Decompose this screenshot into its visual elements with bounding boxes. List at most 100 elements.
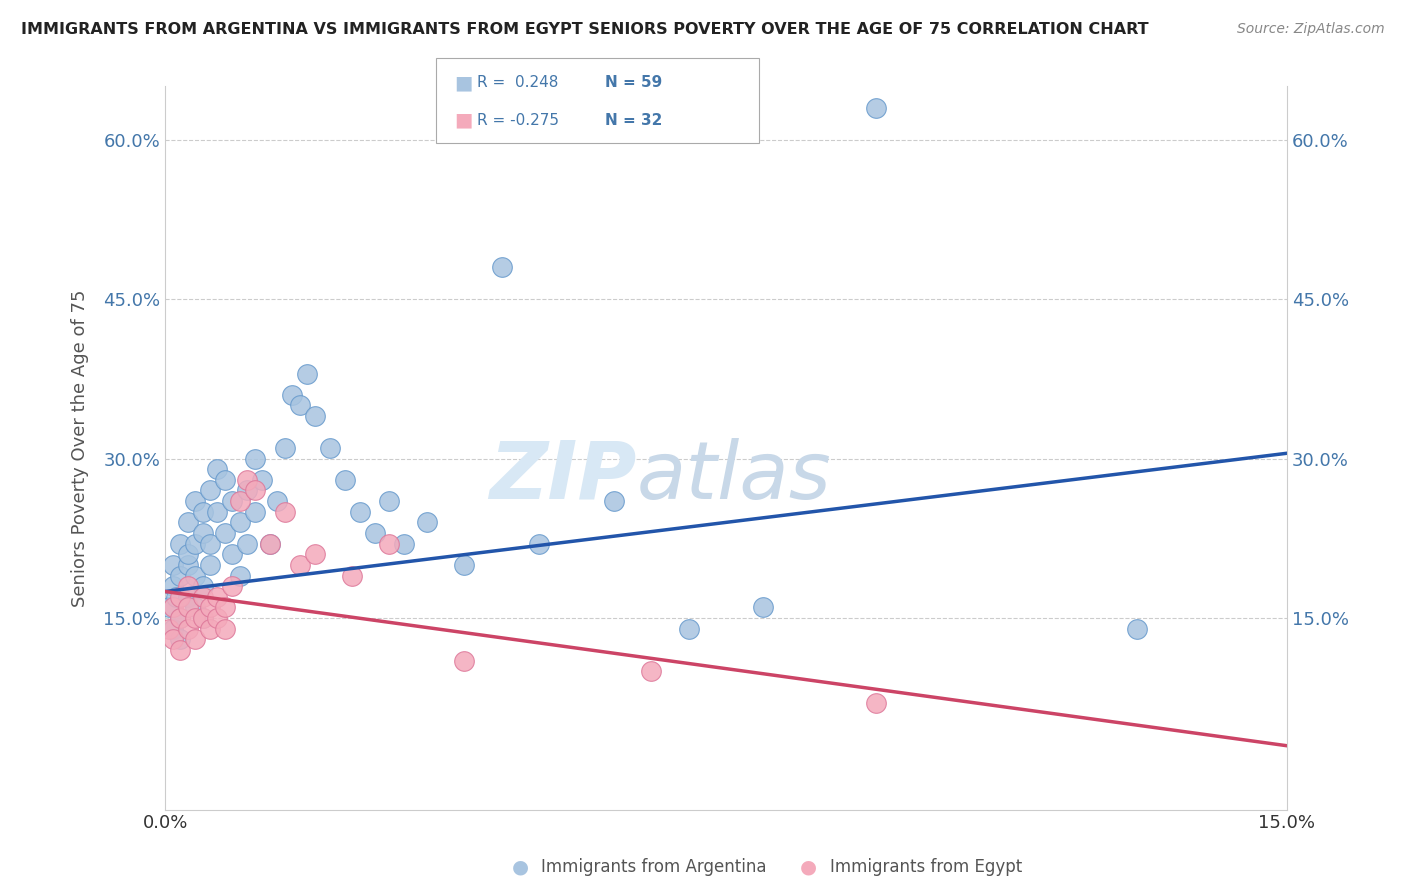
Text: ●: ● xyxy=(512,857,529,877)
Point xyxy=(169,611,191,625)
Point xyxy=(184,632,207,647)
Point xyxy=(191,505,214,519)
Point xyxy=(318,441,340,455)
Point xyxy=(191,611,214,625)
Text: Immigrants from Argentina: Immigrants from Argentina xyxy=(541,858,766,876)
Point xyxy=(333,473,356,487)
Point xyxy=(252,473,274,487)
Point xyxy=(491,260,513,275)
Point xyxy=(603,494,626,508)
Point xyxy=(207,611,229,625)
Point xyxy=(527,536,550,550)
Text: Source: ZipAtlas.com: Source: ZipAtlas.com xyxy=(1237,22,1385,37)
Point xyxy=(207,590,229,604)
Point xyxy=(169,632,191,647)
Point xyxy=(236,473,259,487)
Point xyxy=(198,483,221,498)
Point xyxy=(162,622,184,636)
Point xyxy=(214,622,236,636)
Text: ■: ■ xyxy=(454,111,472,130)
Point xyxy=(266,494,288,508)
Point xyxy=(221,579,243,593)
Text: ZIP: ZIP xyxy=(489,438,637,516)
Point xyxy=(176,579,198,593)
Point xyxy=(198,600,221,615)
Point xyxy=(394,536,416,550)
Point xyxy=(865,101,887,115)
Point xyxy=(176,516,198,530)
Point xyxy=(176,547,198,561)
Point xyxy=(274,505,297,519)
Point xyxy=(176,600,198,615)
Point xyxy=(176,590,198,604)
Point xyxy=(191,590,214,604)
Point xyxy=(378,494,401,508)
Point xyxy=(229,494,252,508)
Point xyxy=(243,451,266,466)
Point xyxy=(453,558,475,572)
Point xyxy=(243,483,266,498)
Point xyxy=(274,441,297,455)
Point xyxy=(865,696,887,710)
Point xyxy=(198,536,221,550)
Point xyxy=(207,462,229,476)
Point xyxy=(162,579,184,593)
Text: atlas: atlas xyxy=(637,438,831,516)
Point xyxy=(453,654,475,668)
Y-axis label: Seniors Poverty Over the Age of 75: Seniors Poverty Over the Age of 75 xyxy=(72,289,89,607)
Point xyxy=(184,536,207,550)
Text: N = 32: N = 32 xyxy=(605,113,662,128)
Point xyxy=(288,558,311,572)
Point xyxy=(169,643,191,657)
Point xyxy=(243,505,266,519)
Point xyxy=(169,536,191,550)
Point xyxy=(378,536,401,550)
Point xyxy=(229,568,252,582)
Text: R = -0.275: R = -0.275 xyxy=(477,113,558,128)
Point xyxy=(176,558,198,572)
Point xyxy=(214,526,236,541)
Point xyxy=(340,568,363,582)
Point xyxy=(169,611,191,625)
Point xyxy=(752,600,775,615)
Point xyxy=(221,547,243,561)
Point xyxy=(198,558,221,572)
Point xyxy=(157,622,180,636)
Text: R =  0.248: R = 0.248 xyxy=(477,76,558,90)
Point xyxy=(221,494,243,508)
Point xyxy=(214,473,236,487)
Text: Immigrants from Egypt: Immigrants from Egypt xyxy=(830,858,1022,876)
Point xyxy=(236,483,259,498)
Point xyxy=(288,398,311,412)
Point xyxy=(214,600,236,615)
Point xyxy=(259,536,281,550)
Point xyxy=(169,568,191,582)
Point xyxy=(259,536,281,550)
Point xyxy=(229,516,252,530)
Point xyxy=(176,622,198,636)
Point xyxy=(184,568,207,582)
Point xyxy=(184,600,207,615)
Point xyxy=(304,409,326,423)
Point xyxy=(157,600,180,615)
Point xyxy=(184,494,207,508)
Point xyxy=(191,526,214,541)
Point xyxy=(165,590,187,604)
Text: IMMIGRANTS FROM ARGENTINA VS IMMIGRANTS FROM EGYPT SENIORS POVERTY OVER THE AGE : IMMIGRANTS FROM ARGENTINA VS IMMIGRANTS … xyxy=(21,22,1149,37)
Point xyxy=(191,579,214,593)
Text: N = 59: N = 59 xyxy=(605,76,662,90)
Point xyxy=(678,622,700,636)
Point xyxy=(162,632,184,647)
Point xyxy=(304,547,326,561)
Point xyxy=(236,536,259,550)
Point xyxy=(281,388,304,402)
Point xyxy=(640,665,662,679)
Point xyxy=(162,558,184,572)
Point xyxy=(162,600,184,615)
Point xyxy=(363,526,385,541)
Point xyxy=(207,505,229,519)
Point xyxy=(416,516,439,530)
Point xyxy=(169,590,191,604)
Point xyxy=(295,367,318,381)
Point xyxy=(184,611,207,625)
